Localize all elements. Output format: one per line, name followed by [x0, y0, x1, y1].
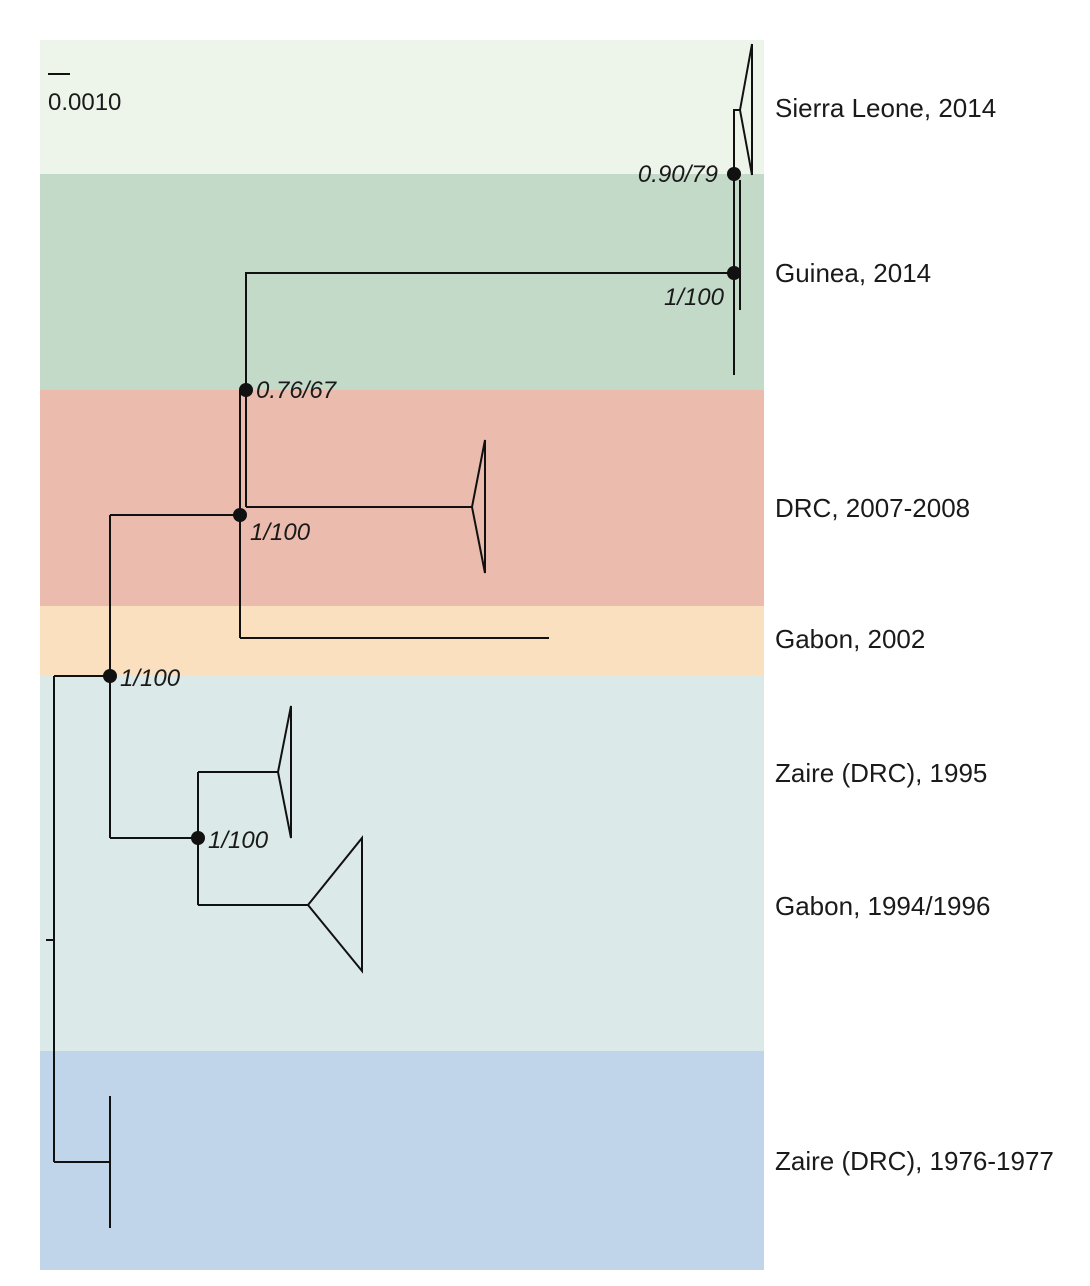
clade-label: Zaire (DRC), 1976-1977: [775, 1146, 1054, 1176]
clade-sierra-leone-triangle: [738, 43, 753, 176]
clade-label: Zaire (DRC), 1995: [775, 758, 987, 788]
band-guinea: [40, 174, 764, 390]
scale-bar-label: 0.0010: [48, 89, 121, 116]
band-sierra-leone: [40, 40, 764, 174]
clade-label: Gabon, 2002: [775, 624, 925, 654]
support-main: 1/100: [120, 665, 181, 692]
node-drc: [233, 508, 247, 522]
node-main: [103, 669, 117, 683]
clade-label: DRC, 2007-2008: [775, 493, 970, 523]
support-guinea: 1/100: [664, 284, 725, 311]
support-west-africa: 0.76/67: [256, 377, 338, 404]
node-guinea: [727, 266, 741, 280]
clade-zaire-1995-triangle: [276, 705, 292, 839]
support-sierra-leone: 0.90/79: [638, 161, 718, 188]
clade-drc-2007-triangle: [470, 439, 486, 574]
support-zaire-gabon: 1/100: [208, 827, 269, 854]
band-drc-2007: [40, 390, 764, 606]
clade-label: Guinea, 2014: [775, 258, 931, 288]
branch-to-sierra-leone: [733, 109, 740, 174]
node-sierra-leone: [727, 167, 741, 181]
clade-gabon-1994-triangle: [306, 835, 363, 974]
band-zaire-1976: [40, 1051, 764, 1270]
branch-to-guinea-node: [245, 272, 734, 390]
band-gabon-2002: [40, 606, 764, 676]
band-zaire-gabon: [40, 676, 764, 1051]
support-drc: 1/100: [250, 519, 311, 546]
clade-label: Sierra Leone, 2014: [775, 93, 996, 123]
node-west-africa: [239, 383, 253, 397]
node-zaire-gabon: [191, 831, 205, 845]
clade-label: Gabon, 1994/1996: [775, 891, 990, 921]
